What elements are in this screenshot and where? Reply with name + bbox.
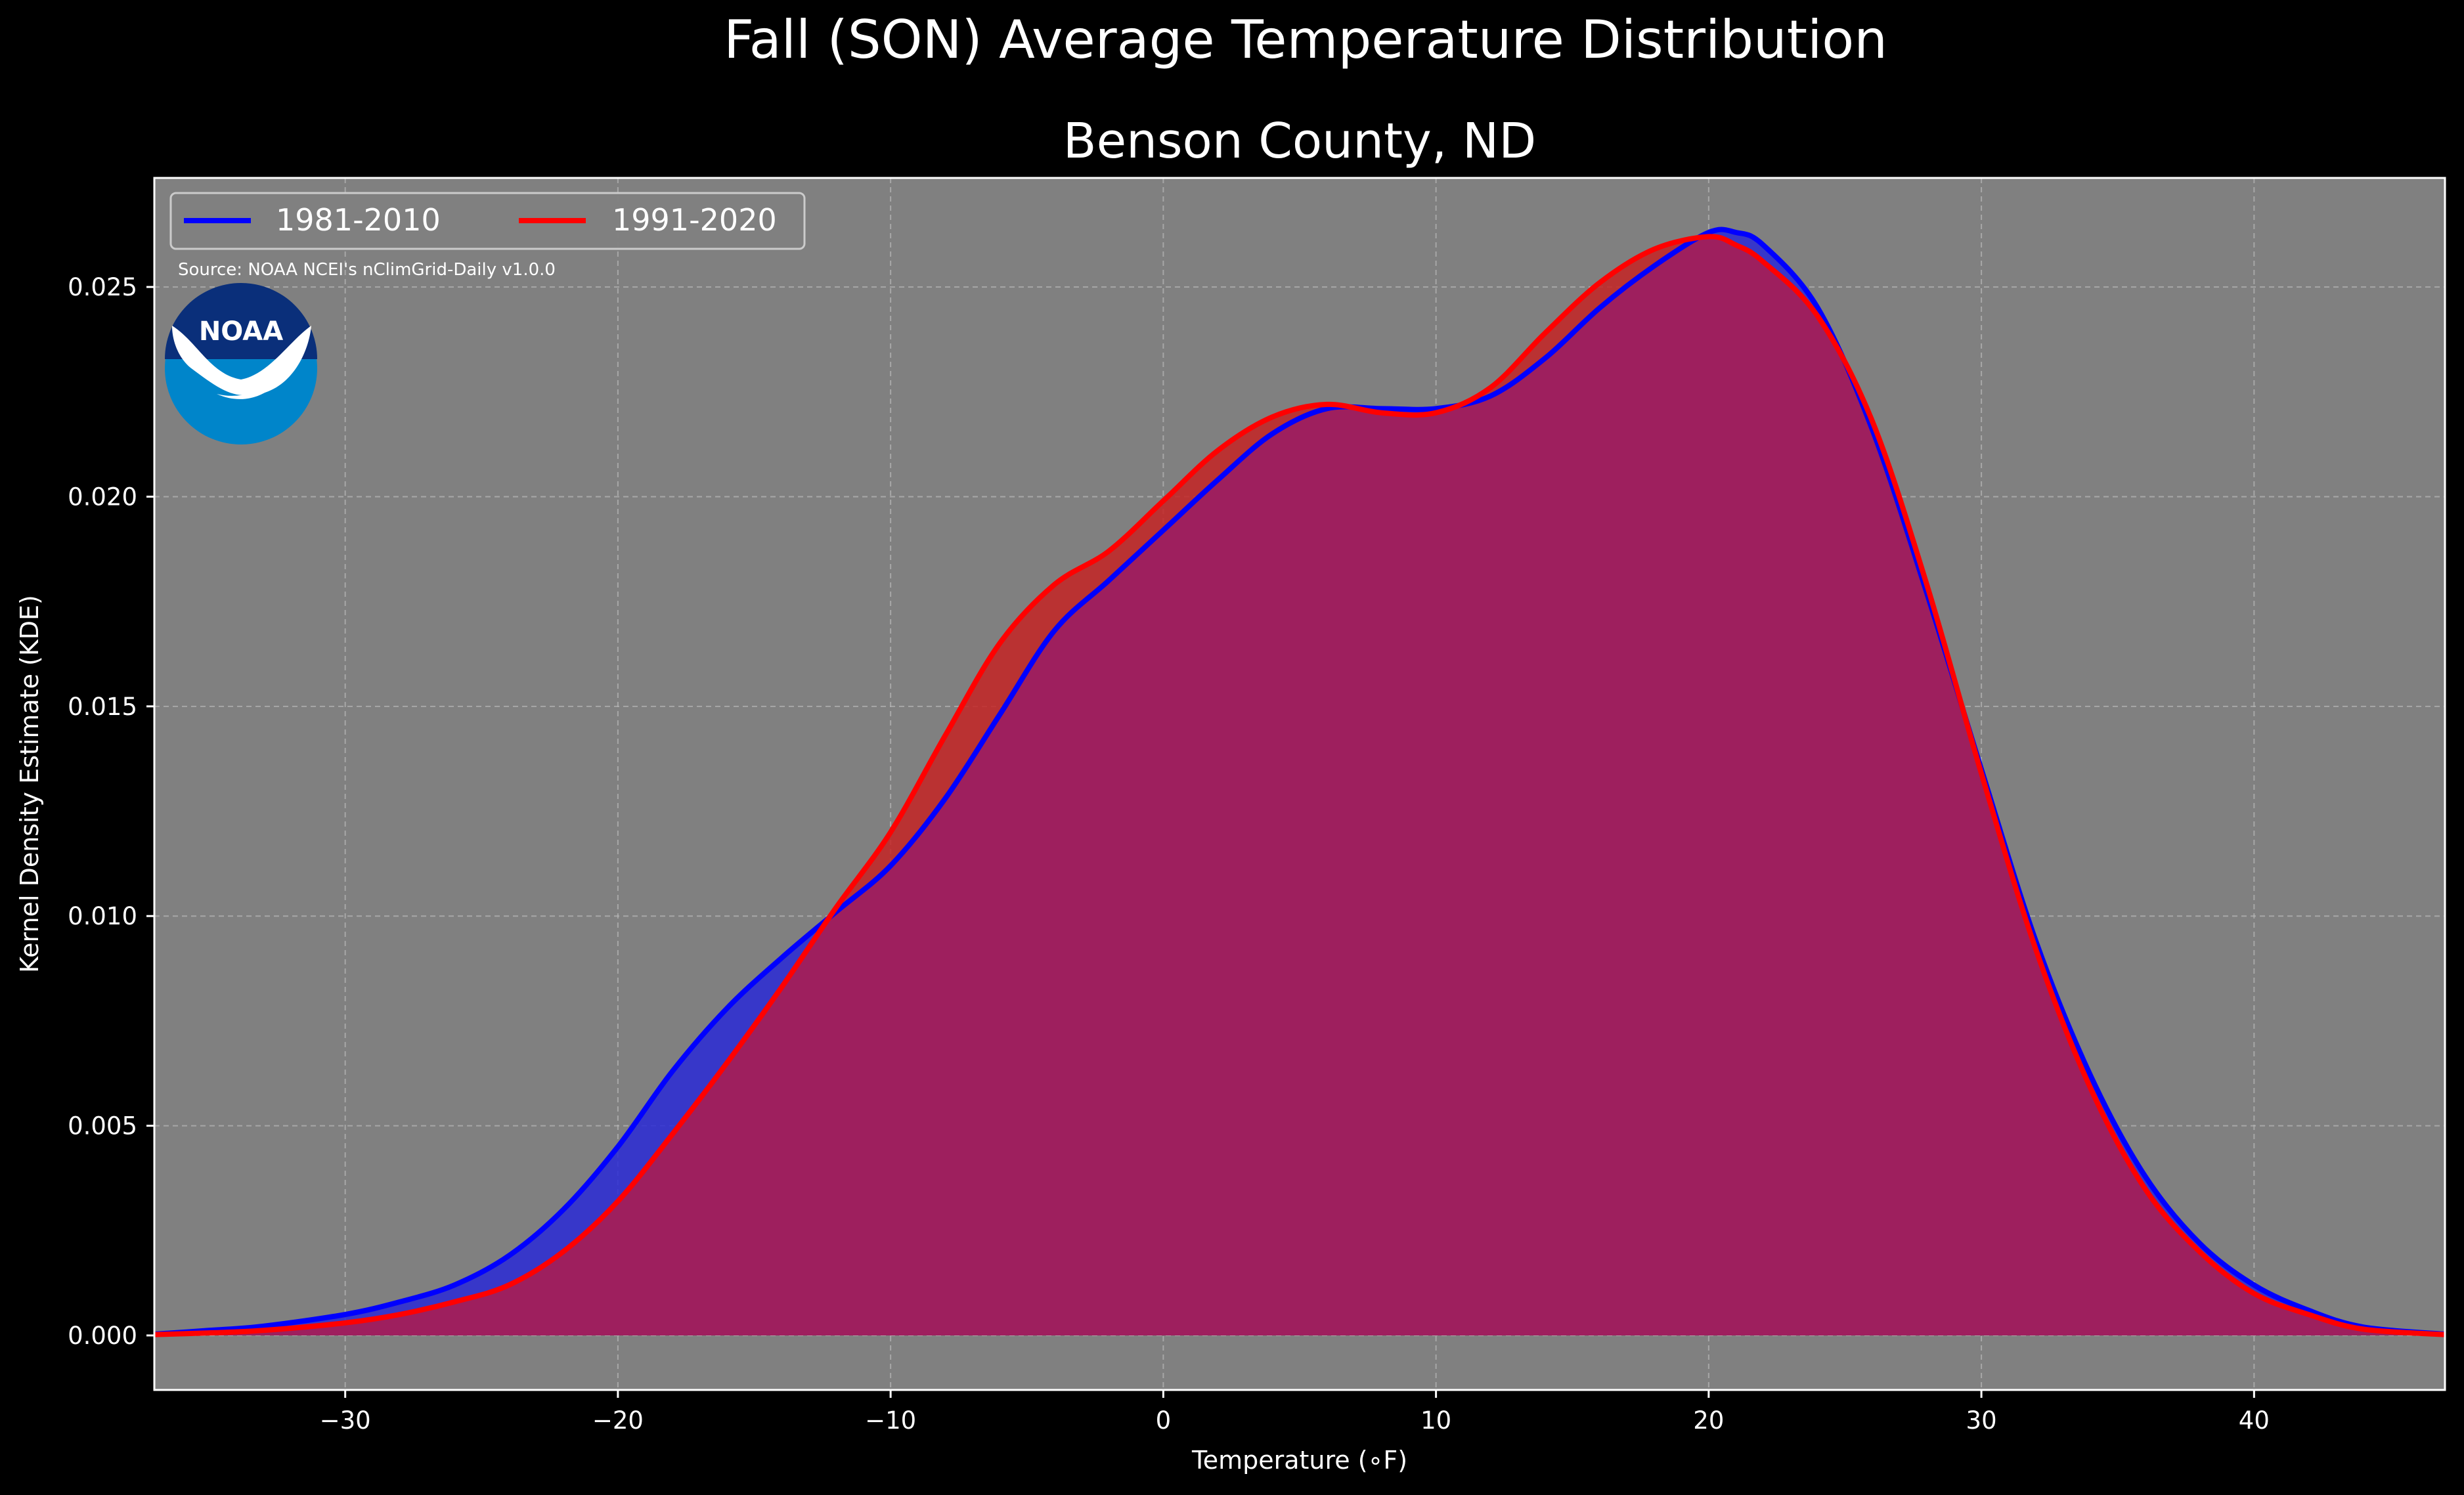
plot-frame (153, 177, 2446, 1391)
y-tick-label: 0.010 (68, 902, 137, 930)
plot-series (154, 227, 2445, 1337)
y-tick-label: 0.015 (68, 693, 137, 721)
line-1991-2020 (154, 234, 2445, 1337)
noaa-logo-text: NOAA (199, 316, 283, 347)
x-tick-label: −10 (865, 1406, 916, 1435)
y-axis: 0.000 0.005 0.010 0.015 0.020 0.025 (68, 273, 154, 1350)
x-tick-label: 40 (2239, 1406, 2270, 1435)
x-tick-label: 10 (1420, 1406, 1451, 1435)
x-tick-label: 30 (1966, 1406, 1997, 1435)
y-tick-label: 0.025 (68, 273, 137, 301)
line-1981-2010 (154, 227, 2445, 1337)
noaa-logo: NOAA (165, 283, 317, 444)
chart-subtitle: Benson County, ND (1063, 113, 1536, 169)
y-tick-label: 0.020 (68, 483, 137, 511)
legend: 1981-2010 1991-2020 (169, 192, 806, 250)
legend-label-1981-2010: 1981-2010 (276, 202, 441, 238)
x-tick-label: 20 (1693, 1406, 1724, 1435)
area-overlap (154, 236, 2445, 1335)
legend-label-1991-2020: 1991-2020 (612, 202, 777, 238)
x-tick-label: 0 (1156, 1406, 1172, 1435)
y-tick-label: 0.005 (68, 1112, 137, 1140)
y-axis-label: Kernel Density Estimate (KDE) (15, 595, 44, 973)
y-tick-label: 0.000 (68, 1322, 137, 1350)
x-tick-label: −20 (592, 1406, 644, 1435)
source-note: Source: NOAA NCEI's nClimGrid-Daily v1.0… (178, 260, 556, 280)
x-axis: −30 −20 −10 0 10 20 30 40 (320, 1390, 2270, 1435)
chart-title: Fall (SON) Average Temperature Distribut… (724, 9, 1887, 70)
x-axis-label: Temperature (∘F) (1191, 1446, 1407, 1475)
legend-box (169, 192, 806, 250)
x-tick-label: −30 (320, 1406, 371, 1435)
